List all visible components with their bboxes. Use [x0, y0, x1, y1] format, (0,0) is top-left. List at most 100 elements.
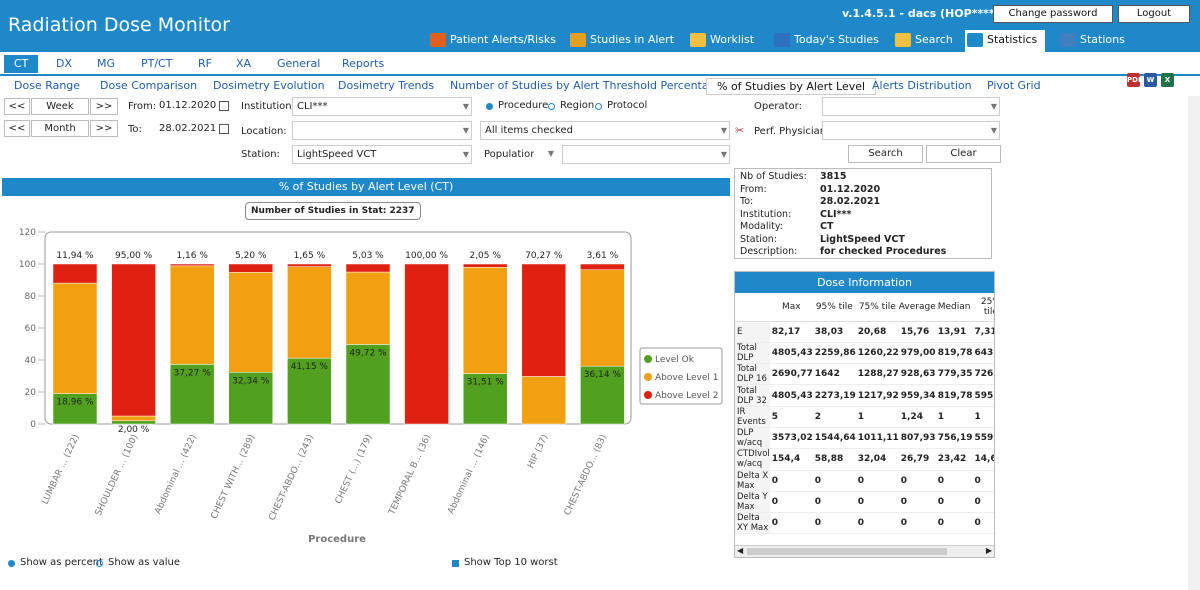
week-button[interactable]: Week [31, 98, 89, 115]
subtab-dosimetry-evolution[interactable]: Dosimetry Evolution [213, 79, 325, 92]
physician-select[interactable]: ▼ [822, 121, 1000, 140]
show-top10-checkbox[interactable]: Show Top 10 worst [452, 557, 558, 568]
bar-segment-above-level-2[interactable] [287, 263, 332, 267]
bar-segment-above-level-2[interactable] [111, 263, 156, 417]
bar-segment-above-level-2[interactable] [228, 263, 274, 273]
top-data-label: 11,94 % [56, 251, 94, 261]
nav-studies-in-alert[interactable]: Studies in Alert [568, 30, 674, 52]
tab-rf[interactable]: RF [198, 57, 212, 70]
nav-worklist[interactable]: Worklist [688, 30, 754, 52]
show-percent-radio[interactable]: Show as percent [8, 557, 103, 568]
population-select[interactable]: ▼ [534, 145, 556, 164]
tab-dx[interactable]: DX [56, 57, 73, 70]
vertical-scrollbar[interactable] [1188, 96, 1200, 590]
next-month-button[interactable]: >> [90, 120, 118, 137]
prev-month-button[interactable]: << [4, 120, 30, 137]
chart-title: % of Studies by Alert Level (CT) [2, 178, 730, 196]
location-select[interactable]: ▼ [292, 121, 472, 140]
institution-select[interactable]: CLI*** ▼ [292, 97, 472, 116]
from-date-input[interactable]: 01.12.2020 [155, 97, 216, 116]
bar-segment-level-ok[interactable] [287, 357, 332, 425]
tab-general[interactable]: General [277, 57, 321, 70]
dose-cell: 4805,43 [769, 384, 813, 407]
bar-segment-level-ok[interactable] [52, 393, 98, 425]
app-title: Radiation Dose Monitor [8, 14, 230, 36]
bar-segment-above-level-2[interactable] [169, 263, 215, 267]
scroll-thumb[interactable] [747, 548, 947, 555]
filter-clear-icon[interactable]: ✂ [735, 124, 745, 137]
month-button[interactable]: Month [31, 120, 89, 137]
legend-label[interactable]: Level Ok [655, 355, 695, 365]
nav-statistics[interactable]: Statistics [965, 30, 1046, 52]
word-icon[interactable]: W [1144, 73, 1157, 87]
tab-ct[interactable]: CT [4, 55, 39, 73]
bar-segment-above-level-1[interactable] [287, 266, 332, 359]
scroll-right-icon[interactable]: ▶ [985, 546, 992, 555]
nav-today-s-studies[interactable]: Today's Studies [772, 30, 879, 52]
to-date-input[interactable]: 28.02.2021 [155, 120, 216, 139]
logout-button[interactable]: Logout [1118, 5, 1190, 23]
subtab-number-of-studies-by-alert-threshold-percentage[interactable]: Number of Studies by Alert Threshold Per… [450, 79, 723, 92]
summary-key: Description: [740, 246, 798, 257]
subtab-dose-range[interactable]: Dose Range [14, 79, 81, 92]
calendar-icon[interactable] [219, 101, 229, 111]
subtab--of-studies-by-alert-level[interactable]: % of Studies by Alert Level [706, 78, 877, 95]
calendar-icon[interactable] [219, 124, 229, 134]
radio-protocol[interactable]: Protocol [595, 100, 647, 111]
bar-segment-above-level-1[interactable] [580, 269, 625, 367]
excel-icon[interactable]: X [1161, 73, 1174, 87]
operator-select[interactable]: ▼ [822, 97, 1000, 116]
dose-cell: 756,19 [935, 427, 973, 450]
horizontal-scrollbar[interactable]: ◀ ▶ [735, 545, 994, 557]
bar-segment-above-level-1[interactable] [228, 272, 274, 373]
subtab-pivot-grid[interactable]: Pivot Grid [987, 79, 1041, 92]
dose-cell: 1260,22 [855, 342, 899, 365]
bar-segment-level-ok[interactable] [228, 372, 274, 425]
bar-segment-above-level-2[interactable] [345, 263, 391, 273]
legend-label[interactable]: Above Level 1 [655, 373, 718, 383]
station-select[interactable]: LightSpeed VCT ▼ [292, 145, 472, 164]
search-button[interactable]: Search [848, 145, 923, 163]
bar-segment-above-level-1[interactable] [462, 267, 508, 374]
bar-segment-above-level-2[interactable] [521, 263, 567, 377]
bar-segment-above-level-1[interactable] [52, 282, 98, 394]
subtab-alerts-distribution[interactable]: Alerts Distribution [872, 79, 972, 92]
nav-stations[interactable]: Stations [1058, 30, 1125, 52]
scroll-left-icon[interactable]: ◀ [737, 546, 744, 555]
pdf-icon[interactable]: PDF [1127, 73, 1143, 87]
bar-segment-level-ok[interactable] [345, 344, 391, 425]
subtab-dose-comparison[interactable]: Dose Comparison [100, 79, 198, 92]
ok-data-label: 41,15 % [291, 362, 329, 372]
bar-segment-above-level-1[interactable] [111, 415, 156, 422]
bar-segment-level-ok[interactable] [111, 420, 156, 425]
procedures-select[interactable]: All items checked ▼ [480, 121, 730, 140]
bar-segment-above-level-2[interactable] [580, 263, 625, 271]
bar-segment-above-level-2[interactable] [52, 263, 98, 284]
subtab-dosimetry-trends[interactable]: Dosimetry Trends [338, 79, 435, 92]
bar-segment-level-ok[interactable] [580, 365, 625, 425]
prev-week-button[interactable]: << [4, 98, 30, 115]
population-value-select[interactable]: ▼ [562, 145, 730, 164]
bar-segment-above-level-1[interactable] [345, 271, 391, 345]
tab-mg[interactable]: MG [97, 57, 116, 70]
bar-segment-level-ok[interactable] [462, 373, 508, 425]
tab-reports[interactable]: Reports [342, 57, 385, 70]
dose-table-row: Total DLP 4805,43 2259,86 1260,22 979,00 819,… [735, 342, 994, 365]
change-password-button[interactable]: Change password [993, 5, 1113, 23]
bar-segment-above-level-2[interactable] [462, 263, 508, 268]
clear-button[interactable]: Clear [926, 145, 1001, 163]
tab-xa[interactable]: XA [236, 57, 252, 70]
bar-segment-above-level-1[interactable] [521, 376, 567, 425]
radio-procedure[interactable]: Procedure [486, 100, 548, 111]
radio-region[interactable]: Region [548, 100, 594, 111]
bar-segment-above-level-2[interactable] [404, 263, 449, 425]
dose-cell: 1011,11 [855, 427, 899, 450]
nav-search[interactable]: Search [893, 30, 953, 52]
tab-pt-ct[interactable]: PT/CT [141, 57, 173, 70]
nav-patient-alerts-risks[interactable]: Patient Alerts/Risks [428, 30, 556, 52]
legend-label[interactable]: Above Level 2 [655, 391, 718, 401]
next-week-button[interactable]: >> [90, 98, 118, 115]
bar-segment-level-ok[interactable] [169, 364, 215, 425]
show-value-radio[interactable]: Show as value [96, 557, 180, 568]
bar-segment-above-level-1[interactable] [169, 265, 215, 365]
